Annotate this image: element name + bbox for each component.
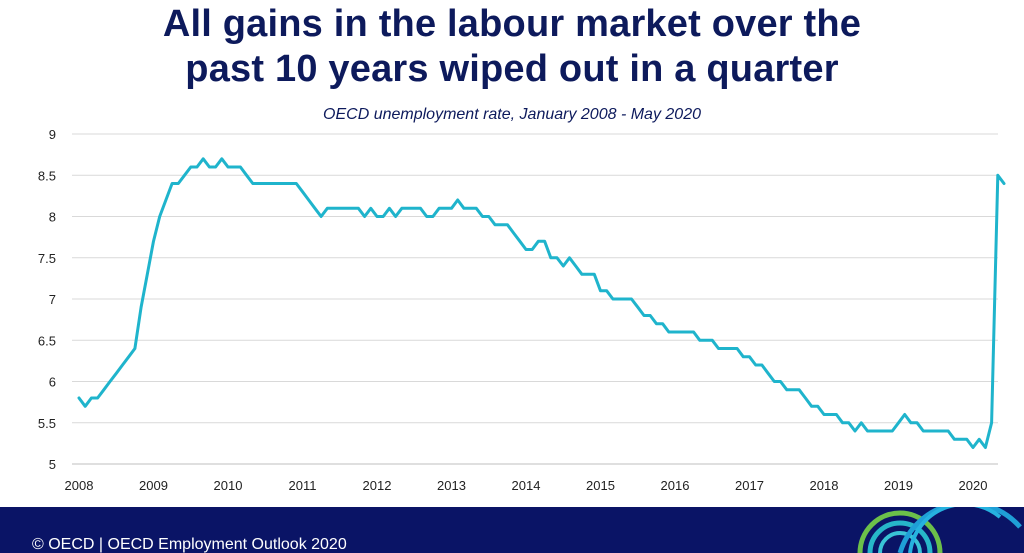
y-tick-label: 6 bbox=[49, 375, 56, 390]
y-tick-label: 9 bbox=[49, 127, 56, 142]
x-tick-label: 2016 bbox=[661, 478, 690, 493]
x-tick-label: 2010 bbox=[214, 478, 243, 493]
y-axis-ticks: 5 5.5 6 6.5 7 7.5 8 8.5 9 bbox=[38, 127, 56, 472]
y-tick-label: 7 bbox=[49, 292, 56, 307]
x-tick-label: 2008 bbox=[65, 478, 94, 493]
x-tick-label: 2009 bbox=[139, 478, 168, 493]
y-tick-label: 5.5 bbox=[38, 416, 56, 431]
chart-title-line-1: All gains in the labour market over the bbox=[162, 3, 862, 45]
x-tick-label: 2017 bbox=[735, 478, 764, 493]
x-tick-label: 2014 bbox=[512, 478, 541, 493]
unemployment-rate-line bbox=[77, 157, 1006, 449]
gridlines bbox=[72, 133, 998, 465]
y-tick-label: 7.5 bbox=[38, 251, 56, 266]
x-tick-label: 2018 bbox=[810, 478, 839, 493]
x-tick-label: 2015 bbox=[586, 478, 615, 493]
y-tick-label: 8 bbox=[49, 210, 56, 225]
unemployment-line-chart: 55.566.577.588.59 2008 2009 2010 2011 2012 20… bbox=[38, 127, 1006, 493]
chart-title-line-2: past 10 years wiped out in a quarter bbox=[185, 48, 839, 90]
x-tick-label: 2019 bbox=[884, 478, 913, 493]
x-tick-label: 2013 bbox=[437, 478, 466, 493]
y-tick-label: 6.5 bbox=[38, 333, 56, 348]
footer-copyright: © OECD | OECD Employment Outlook 2020 bbox=[32, 536, 347, 553]
y-tick-label: 5 bbox=[49, 457, 56, 472]
oecd-logo-graphic bbox=[857, 507, 1022, 553]
x-axis-ticks: 2008 2009 2010 2011 2012 2013 2014 2015 2016 2017… bbox=[65, 478, 988, 493]
chart-subtitle: OECD unemployment rate, January 2008 - M… bbox=[323, 106, 701, 123]
x-tick-label: 2012 bbox=[363, 478, 392, 493]
y-tick-label: 8.5 bbox=[38, 168, 56, 183]
chart-title: All gains in the labour market over the … bbox=[0, 2, 1024, 92]
footer-bar: © OECD | OECD Employment Outlook 2020 bbox=[0, 507, 1024, 553]
x-tick-label: 2011 bbox=[289, 478, 317, 493]
series-layer bbox=[77, 157, 1006, 449]
x-tick-label: 2020 bbox=[959, 478, 988, 493]
